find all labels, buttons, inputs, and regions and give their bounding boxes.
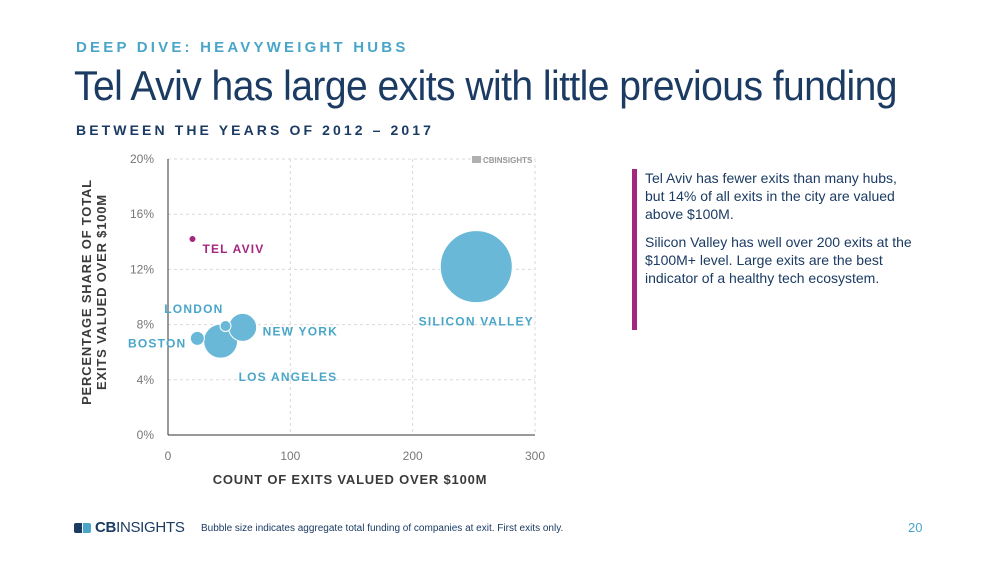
chart-labels: TEL AVIV BOSTON LOS ANGELES LONDON NEW YORK S… xyxy=(128,242,534,384)
y-tick-label: 4% xyxy=(137,373,155,387)
y-axis-title-line-2: EXITS VALUED OVER $100M xyxy=(94,194,109,390)
logo-text-cb: CB xyxy=(95,519,117,536)
commentary-accent-bar xyxy=(632,169,637,330)
bubble-label-new-york: NEW YORK xyxy=(263,324,338,338)
footnote: Bubble size indicates aggregate total fu… xyxy=(201,523,564,534)
y-tick-label: 12% xyxy=(130,262,154,276)
bubble-boston xyxy=(189,330,205,346)
bubble-new-york xyxy=(228,312,258,342)
y-axis-title-line-1: PERCENTAGE SHARE OF TOTAL xyxy=(79,179,94,405)
cbinsights-logo: CB INSIGHTS xyxy=(74,519,185,536)
commentary-paragraph-1: Tel Aviv has fewer exits than many hubs,… xyxy=(645,170,897,222)
page-number: 20 xyxy=(908,520,923,535)
page-subtitle: BETWEEN THE YEARS OF 2012 – 2017 xyxy=(76,122,435,138)
watermark-logo-icon xyxy=(472,156,481,163)
x-tick-label: 200 xyxy=(403,449,423,463)
bubble-label-boston: BOSTON xyxy=(128,336,186,350)
commentary-paragraph-2: Silicon Valley has well over 200 exits a… xyxy=(645,234,912,286)
y-tick-label: 20% xyxy=(130,152,154,166)
commentary: Tel Aviv has fewer exits than many hubs,… xyxy=(645,169,920,297)
cbinsights-logo-icon xyxy=(74,521,92,535)
bubble-label-london: LONDON xyxy=(164,302,223,316)
bubble-label-silicon-valley: SILICON VALLEY xyxy=(419,315,534,329)
watermark-text: CBINSIGHTS xyxy=(483,156,533,165)
section-kicker: DEEP DIVE: HEAVYWEIGHT HUBS xyxy=(76,39,409,56)
bubble-label-los-angeles: LOS ANGELES xyxy=(239,370,338,384)
bubble-silicon-valley xyxy=(439,230,513,304)
logo-text-insights: INSIGHTS xyxy=(116,519,185,536)
y-tick-label: 0% xyxy=(137,428,155,442)
x-tick-label: 300 xyxy=(525,449,545,463)
bubble-label-tel-aviv: TEL AVIV xyxy=(202,242,264,256)
bubble-tel-aviv xyxy=(188,235,197,244)
chart-axes: 0% 4% 8% 12% 16% 20% 0 100 200 300 xyxy=(130,152,545,463)
x-tick-label: 0 xyxy=(165,449,172,463)
y-tick-label: 8% xyxy=(137,318,155,332)
page-title: Tel Aviv has large exits with little pre… xyxy=(74,62,898,109)
bubble-london xyxy=(219,319,232,332)
chart-bubbles xyxy=(188,230,513,359)
x-tick-label: 100 xyxy=(280,449,300,463)
y-tick-label: 16% xyxy=(130,207,154,221)
x-axis-title: COUNT OF EXITS VALUED OVER $100M xyxy=(213,472,488,487)
chart-watermark: CBINSIGHTS xyxy=(472,156,533,165)
